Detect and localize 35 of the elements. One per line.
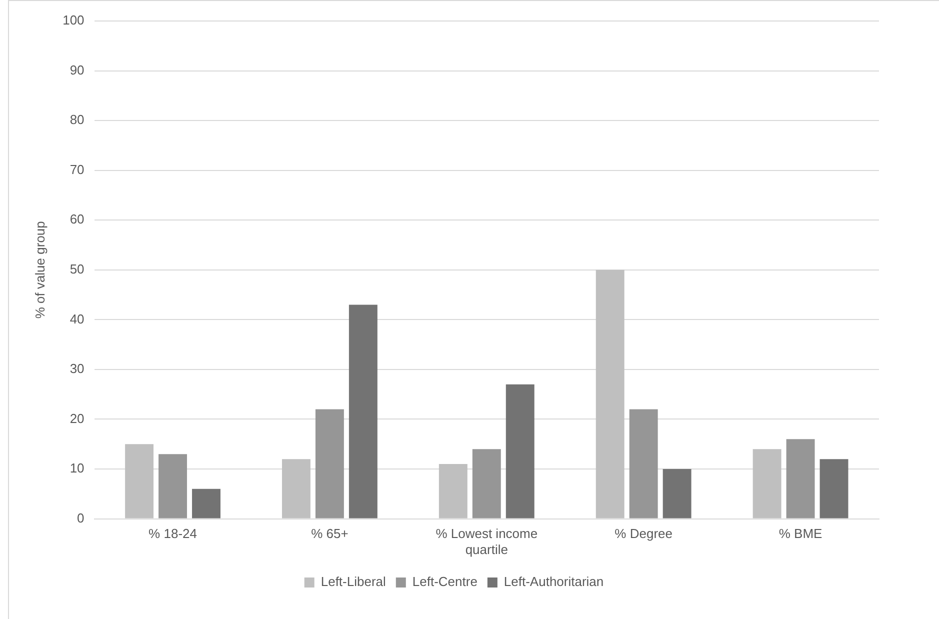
x-tick-label: % Lowest income quartile [436, 526, 538, 557]
bar [596, 270, 624, 518]
bar [315, 409, 344, 518]
y-tick-label: 10 [70, 460, 84, 476]
bar [752, 449, 782, 518]
x-tick-label: % 18-24 [148, 526, 197, 542]
y-tick-label: 80 [70, 112, 84, 128]
legend-label: Left-Liberal [320, 574, 386, 590]
bar [662, 469, 692, 518]
bar [506, 384, 534, 518]
bar [192, 488, 220, 518]
legend-label: Left-Authoritarian [504, 574, 604, 590]
bar [158, 454, 187, 518]
y-tick-label: 20 [70, 410, 84, 426]
bar [438, 464, 468, 518]
bar [629, 409, 658, 518]
y-tick-label: 0 [77, 510, 84, 526]
y-tick-label: 70 [70, 162, 84, 177]
bar [786, 439, 815, 518]
bar [472, 449, 501, 518]
y-tick-label: 90 [70, 62, 84, 78]
bar [820, 459, 848, 518]
y-tick-label: 60 [70, 212, 84, 227]
y-tick-label: 100 [62, 12, 84, 28]
y-tick-label: 50 [70, 261, 84, 276]
legend-label: Left-Centre [412, 574, 478, 590]
y-tick-label: 30 [70, 361, 84, 376]
y-axis-title: % of value group [32, 221, 48, 319]
x-tick-label: % BME [778, 526, 823, 542]
bar [282, 459, 310, 518]
bar [125, 444, 154, 518]
x-tick-label: % 65+ [311, 526, 348, 542]
x-tick-label: % Degree [614, 526, 672, 542]
bar [348, 304, 378, 518]
y-tick-label: 40 [70, 311, 84, 326]
